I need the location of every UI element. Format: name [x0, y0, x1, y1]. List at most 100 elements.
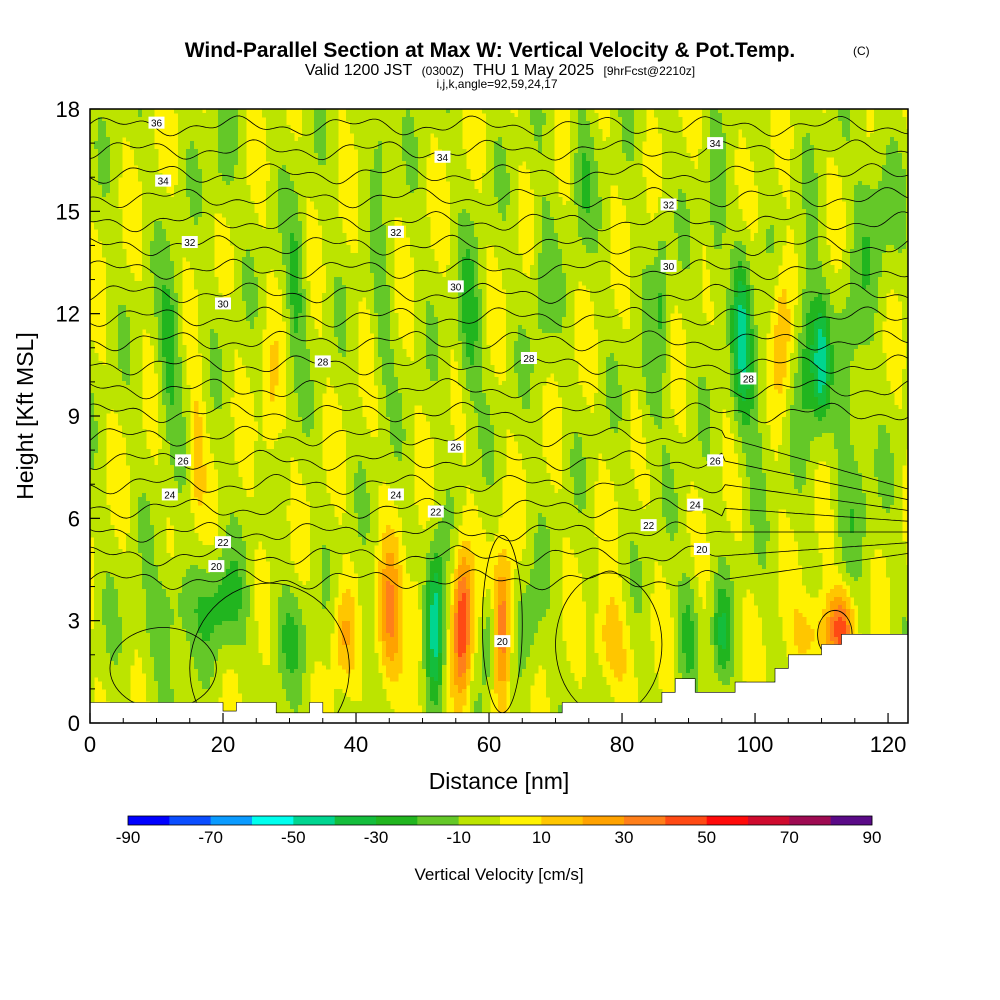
plot-area: 36 34 34 34 32 32 32 30 30 30 28 28 28 26 26 26 24 24 24 22… [90, 109, 911, 754]
contour-label-text: 32 [184, 238, 196, 249]
forecast-info: [9hrFcst@2210z] [604, 64, 696, 78]
colorbar-tick-label: 90 [863, 828, 882, 847]
contour-label-text: 28 [743, 374, 755, 385]
contour-label: 30 [215, 297, 231, 310]
contour-label-text: 30 [217, 299, 229, 310]
contour-label: 28 [315, 355, 331, 368]
colorbar-swatch [624, 816, 666, 825]
x-tick-label: 0 [84, 732, 96, 757]
contour-label-text: 26 [710, 456, 722, 467]
colorbar-tick-label: -90 [116, 828, 141, 847]
contour-label: 34 [434, 151, 450, 164]
contour-label: 30 [448, 280, 464, 293]
y-tick-label: 3 [68, 609, 80, 634]
colorbar-swatch [459, 816, 501, 825]
contour-label: 20 [694, 543, 710, 556]
x-tick-label: 20 [211, 732, 235, 757]
contour-label-text: 22 [217, 538, 229, 549]
colorbar-tick-label: -10 [446, 828, 471, 847]
colorbar: -90 -70 -50 -30 -10 10 30 50 70 90 [116, 816, 882, 847]
contour-label-text: 24 [390, 490, 402, 501]
colorbar-swatch [707, 816, 749, 825]
contour-label-text: 34 [437, 153, 449, 164]
x-tick-label: 60 [477, 732, 501, 757]
valid-utc: (0300Z) [422, 64, 464, 78]
colorbar-swatch [831, 816, 873, 825]
contour-label-text: 20 [211, 562, 223, 573]
valid-prefix: Valid 1200 JST [305, 62, 413, 79]
contour-label: 20 [494, 635, 510, 648]
contour-label: 24 [388, 488, 404, 501]
y-tick-label: 15 [56, 199, 80, 224]
contour-label: 26 [175, 454, 191, 467]
contour-label-text: 24 [690, 501, 702, 512]
contour-label: 28 [521, 352, 537, 365]
colorbar-tick-label: 70 [780, 828, 799, 847]
y-tick-label: 9 [68, 404, 80, 429]
contour-label: 22 [641, 519, 657, 532]
contour-label-text: 28 [523, 354, 535, 365]
contour-label: 20 [208, 560, 224, 573]
contour-label: 28 [740, 372, 756, 385]
colorbar-swatch [211, 816, 253, 825]
contour-label: 30 [661, 260, 677, 273]
contour-label: 24 [687, 499, 703, 512]
contour-label-text: 30 [450, 282, 462, 293]
colorbar-swatch [541, 816, 583, 825]
x-tick-label: 120 [870, 732, 907, 757]
chart-indices: i,j,k,angle=92,59,24,17 [436, 77, 557, 91]
colorbar-swatch [748, 816, 790, 825]
chart-title: Wind-Parallel Section at Max W: Vertical… [185, 39, 796, 62]
colorbar-tick-label: 10 [532, 828, 551, 847]
colorbar-swatch [665, 816, 707, 825]
contour-label: 32 [388, 226, 404, 239]
colorbar-swatch [417, 816, 459, 825]
contour-label: 34 [707, 137, 723, 150]
y-tick-label: 0 [68, 711, 80, 736]
colorbar-tick-label: 50 [697, 828, 716, 847]
y-axis-label: Height [Kft MSL] [12, 332, 38, 499]
contour-label-text: 20 [497, 637, 509, 648]
contour-label: 32 [661, 199, 677, 212]
contour-label-text: 28 [317, 357, 329, 368]
contour-label-text: 26 [450, 443, 462, 454]
x-tick-label: 80 [610, 732, 634, 757]
colorbar-tick-label: -30 [364, 828, 389, 847]
y-tick-label: 12 [56, 302, 80, 327]
x-tick-label: 100 [737, 732, 774, 757]
x-tick-label: 40 [344, 732, 368, 757]
contour-label: 22 [428, 506, 444, 519]
contour-label: 34 [155, 175, 171, 188]
contour-label: 26 [707, 454, 723, 467]
contour-label-text: 24 [164, 490, 176, 501]
contour-label-text: 34 [158, 177, 170, 188]
contour-label: 22 [215, 536, 231, 549]
contour-label-text: 34 [710, 139, 722, 150]
contour-label: 24 [162, 488, 178, 501]
colorbar-swatch [252, 816, 294, 825]
colorbar-swatch [583, 816, 625, 825]
contour-label-text: 20 [696, 545, 708, 556]
contour-label: 36 [149, 117, 165, 130]
y-tick-label: 6 [68, 506, 80, 531]
contour-label-text: 30 [663, 262, 675, 273]
colorbar-swatch [169, 816, 211, 825]
colorbar-swatch [789, 816, 831, 825]
contour-label-text: 36 [151, 119, 163, 130]
colorbar-swatch [500, 816, 542, 825]
contour-label-text: 22 [430, 508, 442, 519]
colorbar-tick-label: -70 [198, 828, 223, 847]
colorbar-swatch [293, 816, 335, 825]
y-tick-label: 18 [56, 97, 80, 122]
colorbar-label: Vertical Velocity [cm/s] [414, 865, 583, 884]
contour-label: 26 [448, 441, 464, 454]
colorbar-swatch [376, 816, 418, 825]
x-axis-label: Distance [nm] [429, 768, 570, 794]
contour-label-text: 32 [663, 201, 675, 212]
contour-label: 32 [182, 236, 198, 249]
chart-title-tag: (C) [853, 44, 870, 58]
contour-label-text: 26 [178, 456, 190, 467]
colorbar-tick-label: -50 [281, 828, 306, 847]
colorbar-swatch [128, 816, 170, 825]
